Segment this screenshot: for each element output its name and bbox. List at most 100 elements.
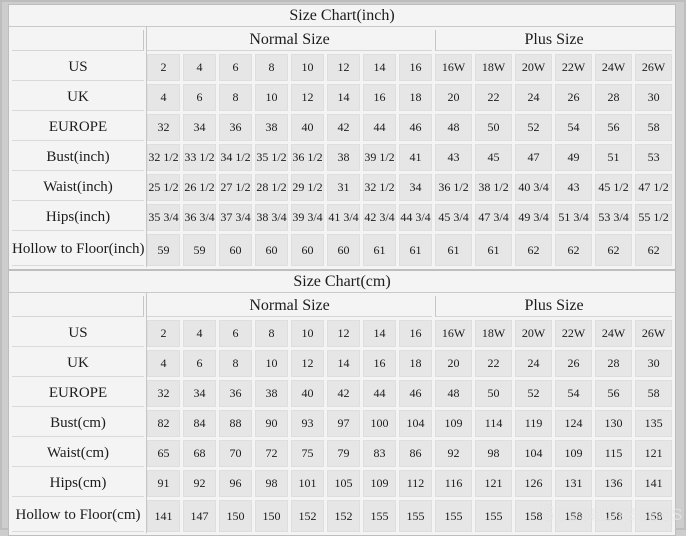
size-row: UK 4 6 8 10 12 14 16 18 20 22 24 26 28 30	[12, 84, 673, 111]
size-value-cell: 34	[399, 174, 433, 201]
size-value-cell: 96	[219, 470, 252, 497]
size-value-cell: 12	[291, 84, 324, 111]
row-label: EUROPE	[12, 114, 144, 141]
size-value-cell: 155	[435, 500, 473, 532]
size-value-cell: 98	[255, 470, 288, 497]
size-value-cell: 152	[327, 500, 360, 532]
size-value-cell: 34	[183, 380, 216, 407]
size-value-cell: 22W	[555, 54, 593, 81]
size-value-cell: 147	[183, 500, 216, 532]
row-label: Hips(cm)	[12, 470, 144, 497]
size-value-cell: 26 1/2	[183, 174, 216, 201]
size-value-cell: 109	[363, 470, 396, 497]
size-value-cell: 10	[291, 54, 324, 81]
size-value-cell: 75	[291, 440, 324, 467]
size-value-cell: 70	[219, 440, 252, 467]
size-value-cell: 93	[291, 410, 324, 437]
size-value-cell: 49 3/4	[515, 204, 553, 231]
size-value-cell: 155	[475, 500, 513, 532]
size-value-cell: 39 3/4	[291, 204, 324, 231]
size-value-cell: 31	[327, 174, 360, 201]
size-row: US 2 4 6 8 10 12 14 16 16W 18W 20W 22W 24W 26W	[12, 54, 673, 81]
size-value-cell: 39 1/2	[363, 144, 396, 171]
size-value-cell: 28 1/2	[255, 174, 288, 201]
size-value-cell: 114	[475, 410, 513, 437]
size-value-cell: 14	[363, 320, 396, 347]
size-value-cell: 44	[363, 114, 396, 141]
size-value-cell: 36	[219, 380, 252, 407]
size-value-cell: 97	[327, 410, 360, 437]
size-value-cell: 47	[515, 144, 553, 171]
label-column-divider	[146, 27, 147, 267]
size-value-cell: 41 3/4	[327, 204, 360, 231]
size-value-cell: 62	[595, 234, 633, 266]
size-value-cell: 8	[219, 350, 252, 377]
group-header-row: Normal Size Plus Size	[12, 30, 673, 51]
size-value-cell: 61	[363, 234, 396, 266]
size-value-cell: 60	[255, 234, 288, 266]
size-value-cell: 16	[399, 320, 433, 347]
size-value-cell: 28	[595, 84, 633, 111]
size-row: Hollow to Floor(cm) 141 147 150 150 152 152 155…	[12, 500, 673, 532]
size-chart-cm-table: Size Chart(cm) Normal Size Plus Size US 2 4 6…	[8, 270, 676, 536]
size-value-cell: 48	[435, 114, 473, 141]
size-value-cell: 61	[435, 234, 473, 266]
size-value-cell: 6	[183, 84, 216, 111]
size-value-cell: 20	[435, 84, 473, 111]
group-header-normal-size: Normal Size	[147, 296, 433, 317]
group-header-row: Normal Size Plus Size	[12, 296, 673, 317]
size-value-cell: 47 3/4	[475, 204, 513, 231]
size-value-cell: 40	[291, 114, 324, 141]
size-value-cell: 56	[595, 380, 633, 407]
size-value-cell: 155	[399, 500, 433, 532]
size-value-cell: 24	[515, 84, 553, 111]
group-header-plus-size: Plus Size	[435, 296, 673, 317]
size-table-cm: Normal Size Plus Size US 2 4 6 8 10 12 14 16 16W 18W…	[9, 293, 675, 535]
label-column-divider	[146, 293, 147, 533]
size-value-cell: 130	[595, 410, 633, 437]
size-value-cell: 43	[555, 174, 593, 201]
size-value-cell: 49	[555, 144, 593, 171]
size-value-cell: 38	[327, 144, 360, 171]
size-value-cell: 14	[363, 54, 396, 81]
size-row: EUROPE 32 34 36 38 40 42 44 46 48 50 52 54 56 58	[12, 380, 673, 407]
size-value-cell: 52	[515, 380, 553, 407]
size-value-cell: 101	[291, 470, 324, 497]
size-value-cell: 48	[435, 380, 473, 407]
size-value-cell: 84	[183, 410, 216, 437]
size-value-cell: 26	[555, 84, 593, 111]
size-value-cell: 4	[147, 350, 180, 377]
size-value-cell: 92	[435, 440, 473, 467]
size-value-cell: 158	[595, 500, 633, 532]
row-label: Bust(inch)	[12, 144, 144, 171]
size-value-cell: 121	[475, 470, 513, 497]
group-header-normal-size: Normal Size	[147, 30, 433, 51]
size-value-cell: 42 3/4	[363, 204, 396, 231]
size-value-cell: 53 3/4	[595, 204, 633, 231]
corner-cell	[12, 30, 144, 51]
size-value-cell: 51	[595, 144, 633, 171]
size-value-cell: 100	[363, 410, 396, 437]
size-value-cell: 61	[399, 234, 433, 266]
size-value-cell: 33 1/2	[183, 144, 216, 171]
size-value-cell: 45 1/2	[595, 174, 633, 201]
size-value-cell: 126	[515, 470, 553, 497]
size-value-cell: 18W	[475, 320, 513, 347]
size-chart-inch-table: Size Chart(inch) Normal Size Plus Size US 2…	[8, 4, 676, 270]
size-value-cell: 61	[475, 234, 513, 266]
size-value-cell: 60	[219, 234, 252, 266]
size-value-cell: 135	[635, 410, 673, 437]
size-value-cell: 59	[183, 234, 216, 266]
size-value-cell: 30	[635, 84, 673, 111]
size-value-cell: 4	[183, 54, 216, 81]
size-value-cell: 45 3/4	[435, 204, 473, 231]
size-value-cell: 8	[255, 320, 288, 347]
size-value-cell: 86	[399, 440, 433, 467]
size-value-cell: 104	[399, 410, 433, 437]
size-value-cell: 20	[435, 350, 473, 377]
row-label: Waist(inch)	[12, 174, 144, 201]
size-value-cell: 10	[255, 350, 288, 377]
size-value-cell: 29 1/2	[291, 174, 324, 201]
size-value-cell: 59	[147, 234, 180, 266]
